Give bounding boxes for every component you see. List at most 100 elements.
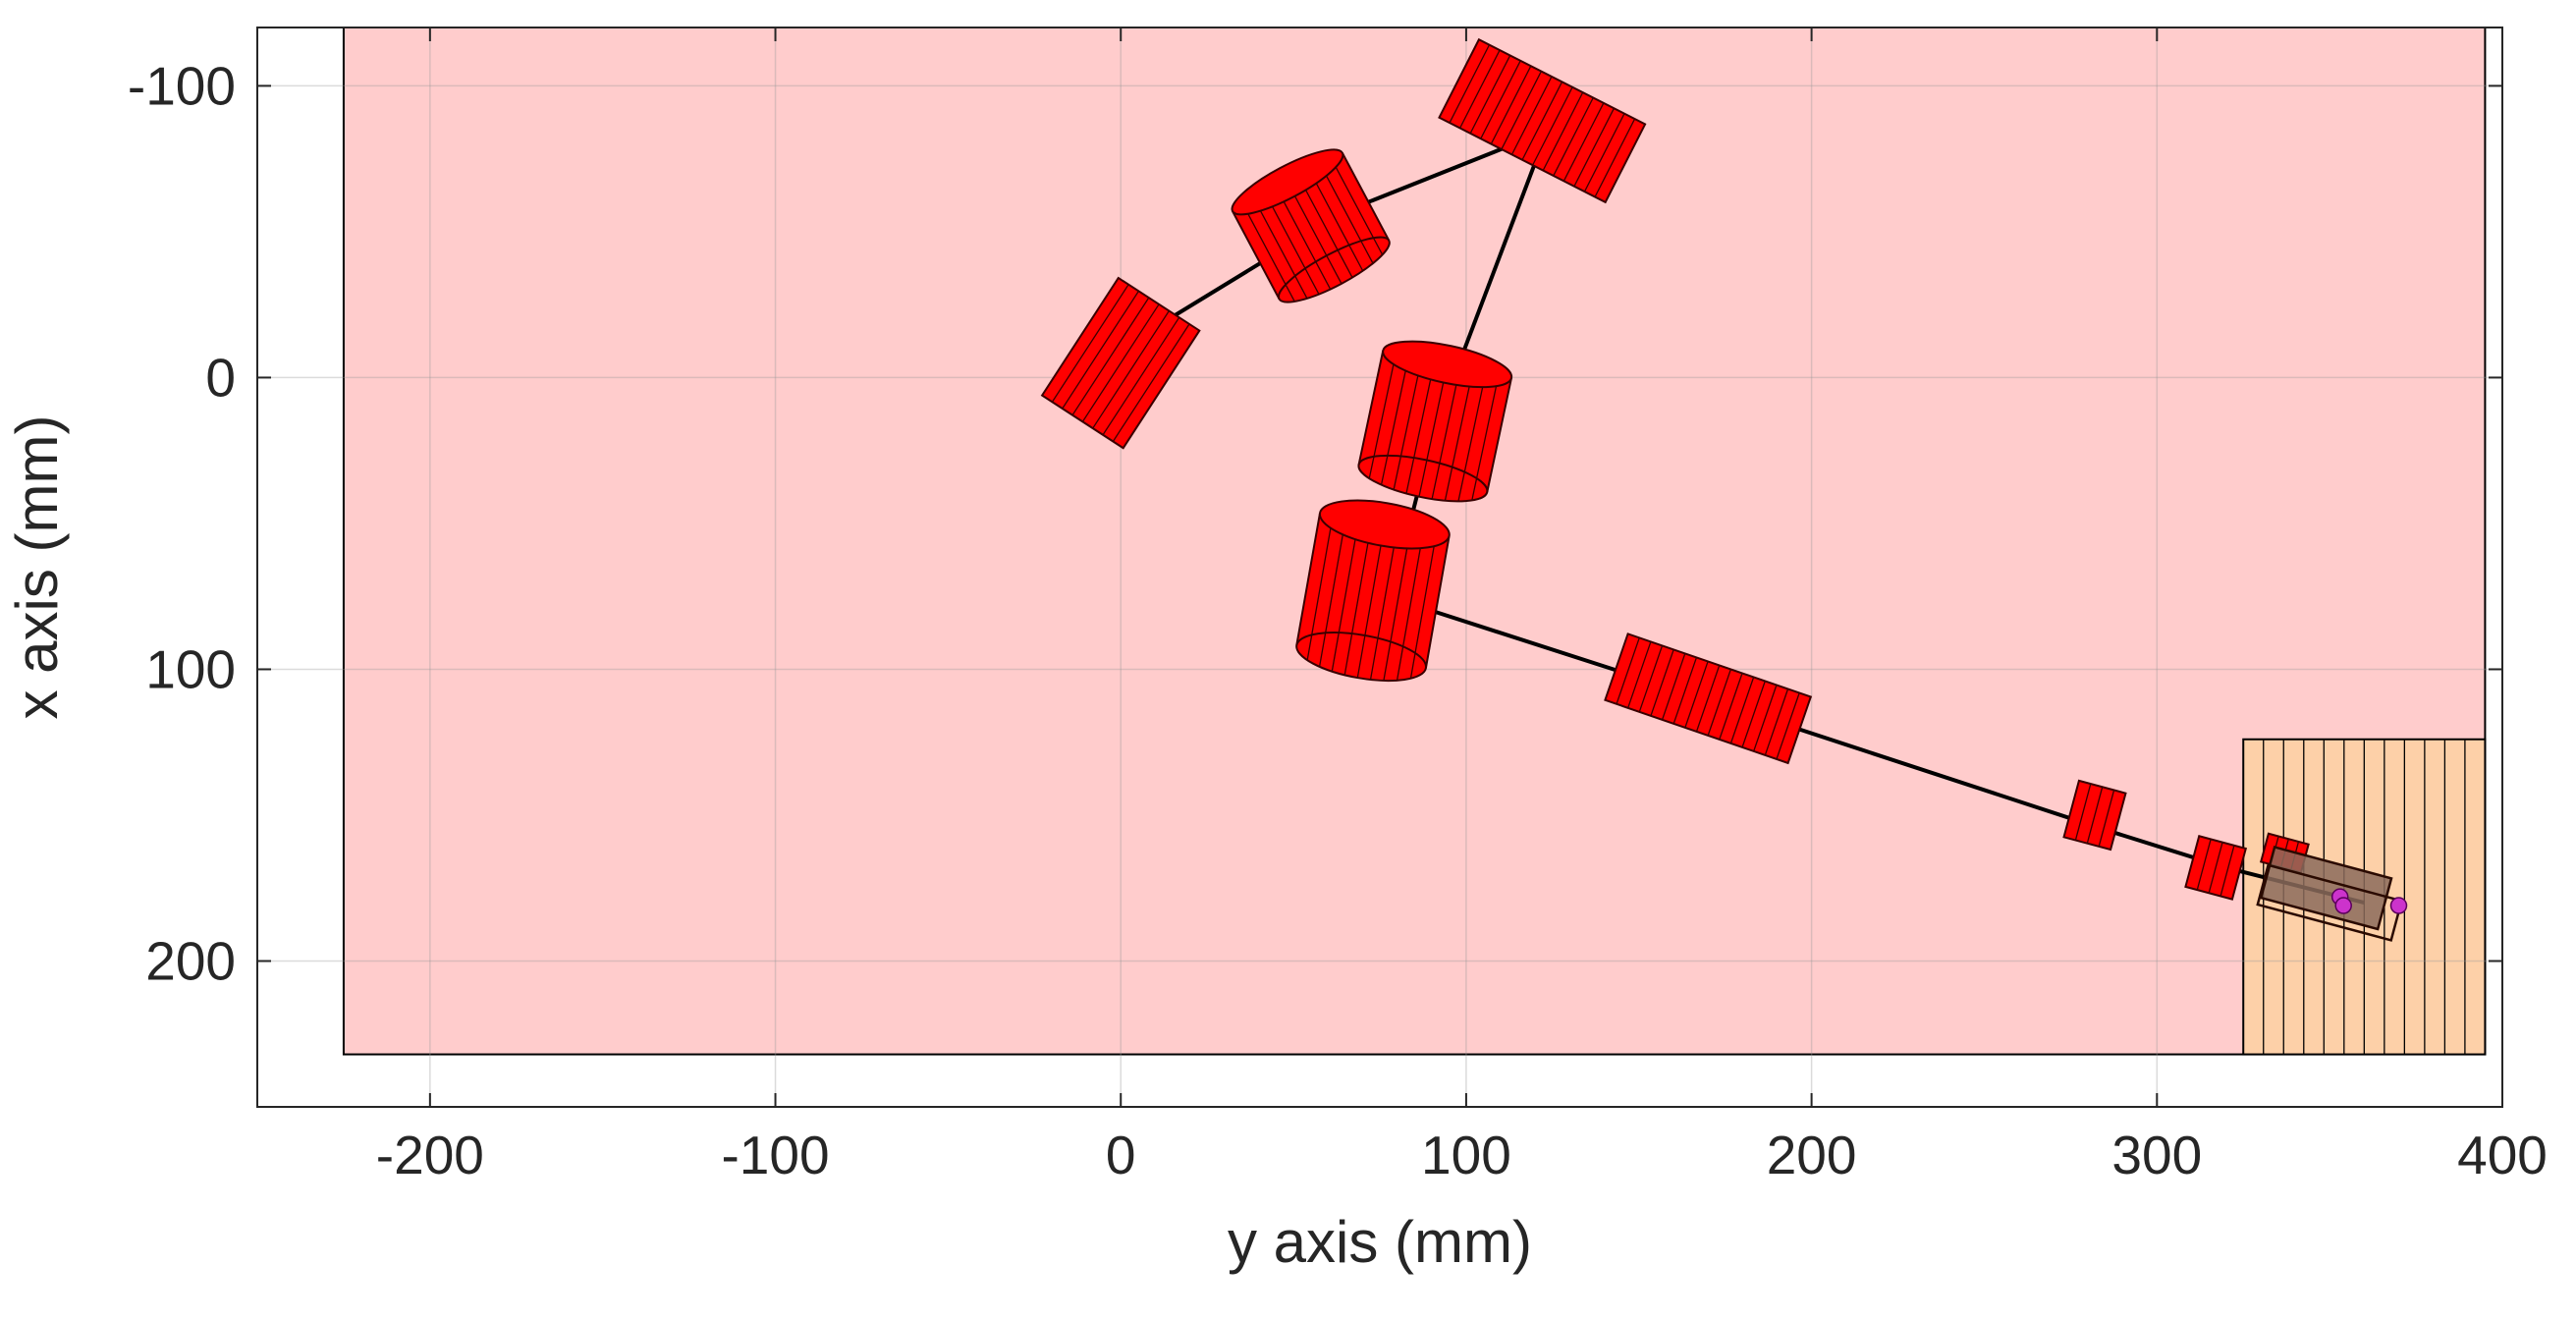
joint-3-side [1486,377,1512,493]
x-tick-label: -100 [721,1125,829,1185]
joint-4-stripe [1306,527,1332,661]
joint-4-stripe [1318,534,1343,667]
target-points [2330,888,2408,914]
joint-2-stripe [1449,44,1491,124]
joint-4 [1295,499,1451,682]
joint-1-side [1341,152,1391,242]
base [1040,276,1201,450]
x-tick-label: 100 [1421,1125,1511,1185]
joint-5 [1604,632,1813,765]
y-tick-label: 200 [145,930,236,991]
joint-2-stripe [1469,55,1511,135]
joint-3-stripe [1444,386,1470,501]
joint-3-stripe [1418,382,1445,497]
joint-3-stripe [1405,379,1432,494]
joint-3-side [1357,350,1385,466]
y-tick-label: -100 [128,55,236,116]
joint-3-stripe [1431,384,1457,500]
joint-2-stripe [1459,49,1501,129]
x-axis-label: y axis (mm) [1228,1209,1532,1275]
joint-5-stripe [1741,681,1766,748]
x-tick-label: 300 [2111,1125,2202,1185]
joint-6 [2062,779,2127,852]
gripper-part [2256,863,2404,942]
base-stripe [1112,323,1190,442]
joint-5-stripe [1719,673,1743,741]
x-tick-label: 200 [1767,1125,1857,1185]
joint-2-stripe [1562,102,1605,182]
joint-6-stripe [2086,787,2104,844]
base-stripe [1102,316,1180,436]
joint-5-stripe [1695,665,1721,733]
joint-3-stripe [1380,370,1406,485]
joint-2-stripe [1594,118,1636,197]
joint-7 [2184,835,2248,901]
joint-2 [1438,37,1647,204]
joint-2-stripe [1490,65,1532,144]
arm-link [1457,143,1545,364]
arm-link [1344,137,1529,213]
joint-7-stripe [2208,842,2223,894]
joint-4-stripe [1396,548,1421,681]
joint-2-stripe [1521,82,1563,161]
joint-2-stripe [1532,86,1573,166]
joint-5-stripe [1764,688,1789,756]
joint-2-stripe [1510,76,1553,155]
joint-1-stripe [1304,190,1353,278]
joint-6-stripe [2098,790,2115,848]
joint-4-stripe [1383,548,1408,682]
target-point [2389,897,2408,914]
joint-5-stripe [1672,657,1698,725]
x-tick-label: -200 [376,1125,484,1185]
base-stripe [1081,303,1160,422]
joint-5-stripe [1661,653,1686,721]
joint-1-cap [1231,148,1344,216]
joint-1-stripe [1293,195,1343,285]
joint-4-stripe [1369,547,1395,681]
joint-4-stripe [1331,538,1356,672]
y-axis-label: x axis (mm) [4,415,70,720]
joint-3 [1357,340,1513,503]
joint-7-stripe [2196,839,2212,891]
joint-5-stripe [1650,649,1674,717]
base-stripe [1051,284,1129,403]
target-point [2334,897,2352,914]
joint-1-stripe [1315,183,1364,272]
gripper-body [2256,863,2404,942]
joint-7-stripe [2220,845,2235,897]
joint-1-stripe [1271,206,1320,295]
joint-2-stripe [1553,97,1594,177]
axes-box [256,27,2503,1108]
joint-4-stripe [1356,545,1382,679]
joint-1-side [1232,210,1281,300]
joint-5-stripe [1684,661,1709,729]
joint-4-side [1295,513,1322,646]
joint-3-stripe [1393,375,1419,490]
joint-4-stripe [1409,546,1435,679]
base-stripe [1062,291,1139,410]
joint-2-stripe [1583,113,1625,192]
joint-4-stripe [1343,542,1369,676]
joint-2-stripe [1501,71,1542,150]
axis-ticks: -200 -100 0 100 200 300 400 -100 0 100 200 [128,28,2548,1185]
x-tick-label: 400 [2457,1125,2548,1185]
joint-5-stripe [1638,645,1664,713]
joint-5-stripe [1776,692,1800,760]
joint-1-stripe [1283,201,1332,290]
gripper-part [2259,845,2393,931]
joint-1-stripe [1247,213,1295,302]
joint-1 [1231,148,1391,303]
joint-2-stripe [1542,91,1584,171]
joint-5-stripe [1729,677,1755,744]
joint-5-stripe [1753,685,1778,752]
joint-5-stripe [1616,637,1640,705]
joint-1-stripe [1259,210,1308,300]
joint-3-stripe [1471,386,1498,501]
joint-3-stripe [1368,363,1395,479]
y-tick-label: 0 [205,347,236,408]
base-stripe [1092,310,1170,429]
joint-5-stripe [1707,669,1731,737]
joint-4-cap [1318,499,1451,550]
joint-4-side [1424,535,1451,669]
gripper [2256,845,2404,942]
